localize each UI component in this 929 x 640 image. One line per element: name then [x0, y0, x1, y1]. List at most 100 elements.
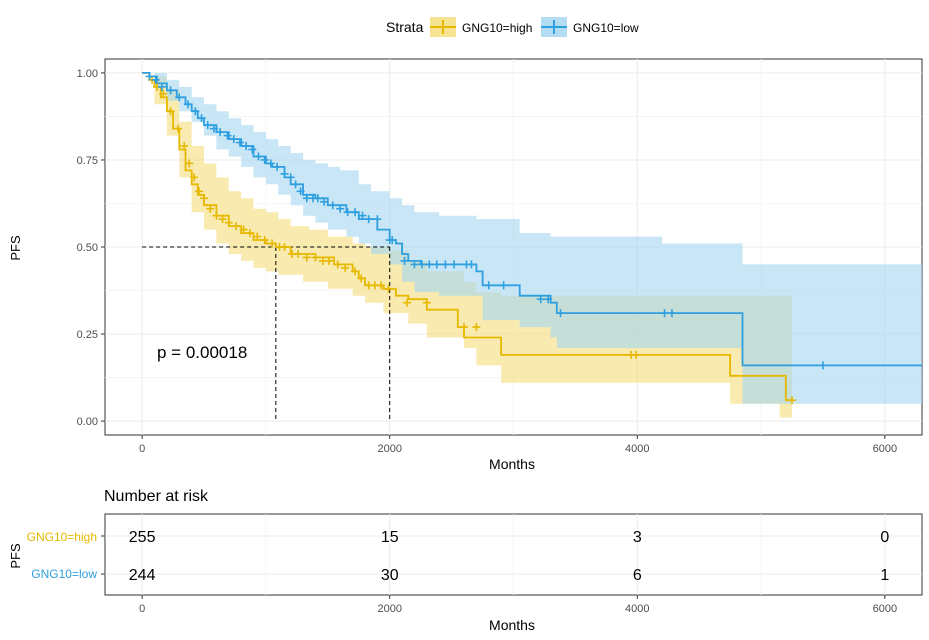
censor-mark: [296, 187, 305, 196]
x-tick-label: 4000: [625, 443, 649, 455]
risk-cell: 15: [381, 529, 399, 546]
censor-mark: [239, 225, 248, 234]
censor-marks: [145, 72, 827, 405]
y-tick-label: 0.50: [77, 242, 98, 254]
censor-mark: [788, 396, 797, 405]
censor-mark: [459, 323, 468, 332]
risk-y-axis-label: PFS: [8, 543, 23, 569]
legend-label-high: GNG10=high: [462, 21, 532, 35]
censor-mark: [373, 215, 382, 224]
censor-mark: [302, 253, 311, 262]
y-tick-label: 1.00: [77, 68, 98, 80]
censor-mark: [384, 284, 393, 293]
censor-mark: [218, 215, 227, 224]
censor-mark: [248, 145, 257, 154]
censor-mark: [180, 142, 189, 151]
risk-x-tick-label: 0: [139, 603, 145, 615]
censor-mark: [351, 267, 360, 276]
censor-mark: [159, 89, 168, 98]
censor-mark: [253, 232, 262, 241]
confidence-band-low: [142, 72, 923, 404]
censor-mark: [197, 114, 206, 123]
censor-mark: [472, 323, 481, 332]
censor-mark: [358, 211, 367, 220]
censor-mark: [441, 260, 450, 269]
confidence-bands: [142, 72, 923, 418]
risk-cell: 3: [633, 529, 642, 546]
censor-mark: [195, 187, 204, 196]
censor-mark: [260, 236, 269, 245]
censor-mark: [206, 204, 215, 213]
censor-mark: [325, 256, 334, 265]
censor-mark: [273, 162, 282, 171]
censor-mark: [200, 194, 209, 203]
censor-mark: [166, 86, 175, 95]
censor-mark: [377, 281, 386, 290]
risk-row-label-high: GNG10=high: [27, 530, 97, 544]
censor-mark: [216, 128, 225, 137]
censor-mark: [212, 211, 221, 220]
censor-mark: [280, 243, 289, 251]
censor-mark: [190, 173, 199, 182]
censor-mark: [388, 236, 397, 245]
y-tick-label: 0.00: [77, 416, 98, 428]
censor-mark: [328, 201, 337, 210]
survival-curve-low: [142, 72, 922, 367]
censor-mark: [203, 121, 212, 130]
censor-mark: [632, 350, 641, 359]
risk-cell: 244: [129, 567, 156, 584]
censor-mark: [280, 169, 289, 178]
censor-mark: [175, 93, 184, 102]
censor-mark: [410, 260, 419, 269]
x-tick-label: 6000: [873, 443, 897, 455]
legend-key-high: [430, 17, 456, 37]
risk-x-tick-label: 4000: [625, 603, 649, 615]
censor-mark: [242, 142, 251, 151]
censor-mark: [313, 194, 322, 203]
censor-mark: [224, 218, 233, 227]
risk-grid: [105, 514, 922, 595]
legend-label-low: GNG10=low: [573, 21, 639, 35]
censor-mark: [343, 208, 352, 217]
y-axis-label: PFS: [8, 235, 23, 261]
risk-cell: 1: [880, 567, 889, 584]
censor-mark: [400, 256, 409, 265]
pvalue-label: p = 0.00018: [157, 343, 247, 362]
censor-mark: [484, 281, 493, 290]
censor-mark: [232, 222, 241, 231]
censor-mark: [499, 281, 508, 290]
risk-x-axis-label: Months: [489, 617, 535, 633]
censor-mark: [151, 75, 160, 84]
censor-mark: [268, 239, 277, 248]
x-axis: 0 2000 4000 6000: [139, 435, 897, 455]
censor-mark: [536, 295, 545, 304]
censor-mark: [467, 260, 476, 269]
survival-plot: 0.00 0.25 0.50 0.75 1.00 0 2000 4000 6000 p = 0…: [8, 58, 923, 472]
censor-mark: [417, 260, 426, 269]
censor-mark: [432, 260, 441, 269]
censor-mark: [266, 159, 275, 168]
censor-mark: [229, 135, 238, 144]
censor-mark: [254, 152, 263, 161]
risk-cell: 0: [880, 529, 889, 546]
censor-mark: [333, 260, 342, 269]
legend: Strata GNG10=high GNG10=low: [386, 17, 639, 37]
censor-mark: [235, 138, 244, 147]
censor-mark: [320, 197, 329, 206]
x-tick-label: 2000: [377, 443, 401, 455]
censor-mark: [291, 180, 300, 189]
censor-mark: [260, 155, 269, 164]
x-tick-label: 0: [139, 443, 145, 455]
censor-mark: [556, 309, 565, 318]
censor-mark: [341, 263, 350, 272]
y-axis: 0.00 0.25 0.50 0.75 1.00: [77, 68, 105, 428]
censor-mark: [245, 229, 254, 238]
legend-title: Strata: [386, 19, 424, 35]
risk-cell: 255: [129, 529, 156, 546]
risk-x-tick-label: 2000: [377, 603, 401, 615]
median-lines: [142, 246, 391, 422]
y-tick-label: 0.75: [77, 155, 98, 167]
censor-mark: [336, 204, 345, 213]
censor-mark: [544, 295, 553, 304]
